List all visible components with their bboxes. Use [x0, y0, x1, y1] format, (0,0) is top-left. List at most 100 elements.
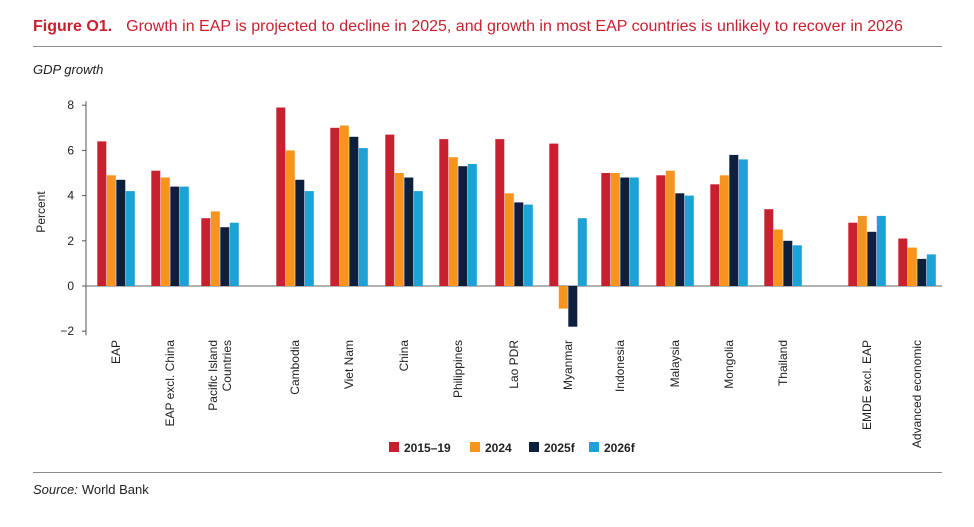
figure-title-text: Growth in EAP is projected to decline in… [126, 18, 903, 35]
y-tick-label: 4 [67, 189, 74, 203]
bar [467, 164, 477, 286]
bar [917, 258, 927, 286]
category-label: Lao PDR [507, 340, 521, 389]
bar [394, 173, 404, 286]
legend-label: 2026f [604, 441, 636, 455]
bar [764, 209, 774, 286]
bar [773, 229, 783, 286]
bar [610, 173, 620, 286]
bar [523, 204, 533, 286]
source-text: World Bank [81, 482, 149, 497]
bottom-rule [33, 472, 942, 473]
y-axis-label: Percent [34, 191, 48, 233]
category-label: Thailand [776, 340, 790, 386]
bar [201, 218, 211, 286]
category-label: EAP [109, 340, 123, 364]
bar [656, 175, 666, 286]
bar [729, 154, 739, 286]
bar [495, 139, 505, 286]
bar [220, 227, 230, 286]
legend-swatch [529, 442, 539, 452]
bar [876, 215, 886, 286]
bar [783, 240, 793, 286]
bar [601, 173, 611, 286]
bar [229, 222, 239, 286]
chart-subtitle: GDP growth [33, 62, 104, 77]
bar [276, 107, 286, 286]
bar [106, 175, 116, 286]
source-label: Source: [33, 482, 78, 497]
bar [792, 245, 802, 286]
legend-swatch [389, 442, 399, 452]
y-tick-label: 2 [67, 234, 74, 248]
bar [558, 286, 568, 309]
bar [907, 247, 917, 286]
bar [304, 191, 314, 286]
bar [684, 195, 694, 286]
bar [285, 150, 295, 286]
bar [568, 286, 578, 327]
category-label: Myanmar [561, 340, 575, 390]
legend-label: 2024 [485, 441, 512, 455]
y-tick-label: 6 [67, 143, 74, 157]
bar [710, 184, 720, 286]
category-label: Malaysia [668, 340, 682, 388]
bar [719, 175, 729, 286]
bar [504, 193, 514, 286]
bar [458, 166, 468, 286]
bar [665, 170, 675, 286]
bar [738, 159, 748, 286]
category-label: Viet Nam [342, 340, 356, 389]
bar [577, 218, 587, 286]
bar [339, 125, 349, 286]
bar [125, 191, 135, 286]
y-tick-label: −2 [60, 324, 74, 338]
bar [413, 191, 423, 286]
legend-swatch [470, 442, 480, 452]
bar [97, 141, 107, 286]
bar [330, 127, 340, 286]
category-label: Philippines [451, 340, 465, 398]
bar [848, 222, 858, 286]
figure-title: Figure O1. Growth in EAP is projected to … [33, 18, 903, 36]
legend-label: 2015–19 [404, 441, 451, 455]
category-label: China [397, 340, 411, 372]
bar [439, 139, 449, 286]
category-label: Cambodia [288, 340, 302, 395]
bar [448, 157, 458, 286]
y-tick-label: 8 [67, 98, 74, 112]
bar [295, 179, 305, 286]
legend-label: 2025f [544, 441, 576, 455]
bar [349, 136, 359, 286]
bar [151, 170, 161, 286]
category-label: Advanced economic [910, 340, 924, 448]
bar [179, 186, 189, 286]
category-label: Pacific IslandCountries [206, 340, 234, 411]
bar [514, 202, 524, 286]
bar [160, 177, 170, 286]
bar [675, 193, 685, 286]
category-label: EMDE excl. EAP [860, 340, 874, 430]
bar [867, 231, 877, 286]
category-label: Indonesia [613, 340, 627, 392]
bar [210, 211, 220, 286]
bar [116, 179, 126, 286]
source-note: Source: World Bank [33, 482, 149, 497]
legend-swatch [589, 442, 599, 452]
figure-label: Figure O1. [33, 18, 113, 35]
y-tick-label: 0 [67, 279, 74, 293]
bar [629, 177, 639, 286]
bar [549, 143, 559, 286]
bar [358, 148, 368, 286]
bar [926, 254, 936, 286]
bar [898, 238, 908, 286]
bar [385, 134, 395, 286]
top-rule [33, 46, 942, 47]
category-label: EAP excl. China [163, 340, 177, 427]
bar [170, 186, 180, 286]
bar [620, 177, 630, 286]
bar [857, 215, 867, 286]
category-label: Mongolia [722, 340, 736, 389]
bar [404, 177, 414, 286]
